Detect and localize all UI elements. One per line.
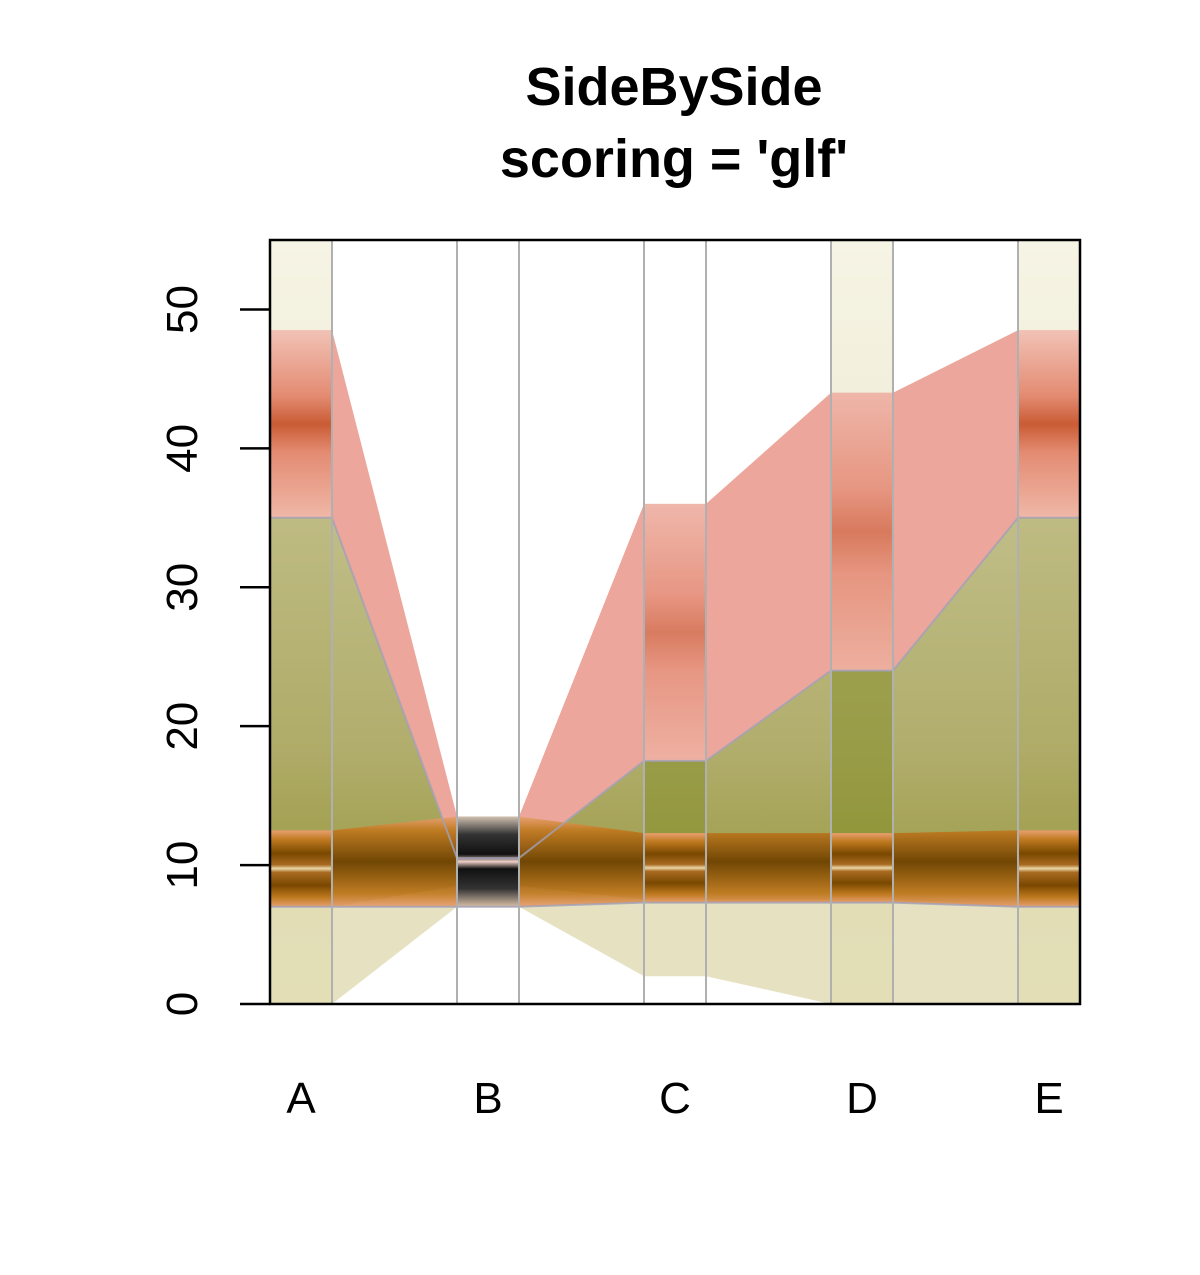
brown-stripe-column-d	[831, 833, 893, 903]
x-category-label: E	[1034, 1074, 1063, 1123]
brown-stripe-column-e	[1018, 830, 1080, 907]
brown-stripe-column-a	[270, 830, 332, 907]
red-peak-column-a	[270, 330, 332, 518]
x-category-label: C	[659, 1074, 691, 1123]
chart-title: SideBySide scoring = 'glf'	[500, 57, 848, 189]
plot-area	[270, 240, 1080, 1004]
chart-title-line-2: scoring = 'glf'	[500, 129, 848, 189]
y-axis: 0 10 20 30 40 50	[158, 238, 1082, 1016]
y-tick-label: 30	[158, 563, 207, 612]
y-tick-label: 0	[158, 992, 207, 1016]
x-category-label: A	[286, 1074, 316, 1123]
red-peak-column-e	[1018, 330, 1080, 518]
stripe-lower-boundary	[270, 901, 1080, 908]
y-tick-label: 40	[158, 424, 207, 473]
lower-haze-band	[270, 902, 1080, 1004]
y-tick-label: 50	[158, 285, 207, 334]
plot-frame	[268, 238, 1082, 1006]
red-peak-column-c	[644, 503, 706, 761]
dark-node-column-b	[457, 816, 519, 907]
green-band	[270, 517, 1080, 907]
chart-title-line-1: SideBySide	[525, 57, 822, 117]
green-peak-column-d	[831, 670, 893, 834]
x-category-label: B	[473, 1074, 502, 1123]
y-tick-label: 10	[158, 841, 207, 890]
y-tick-label: 20	[158, 702, 207, 751]
green-peak-column-c	[644, 760, 706, 834]
red-peak-column-d	[831, 392, 893, 671]
green-red-boundary	[270, 516, 1080, 860]
brown-stripe-column-c	[644, 833, 706, 903]
x-category-label: D	[846, 1074, 878, 1123]
x-category-labels: A B C D E	[286, 1074, 1063, 1123]
